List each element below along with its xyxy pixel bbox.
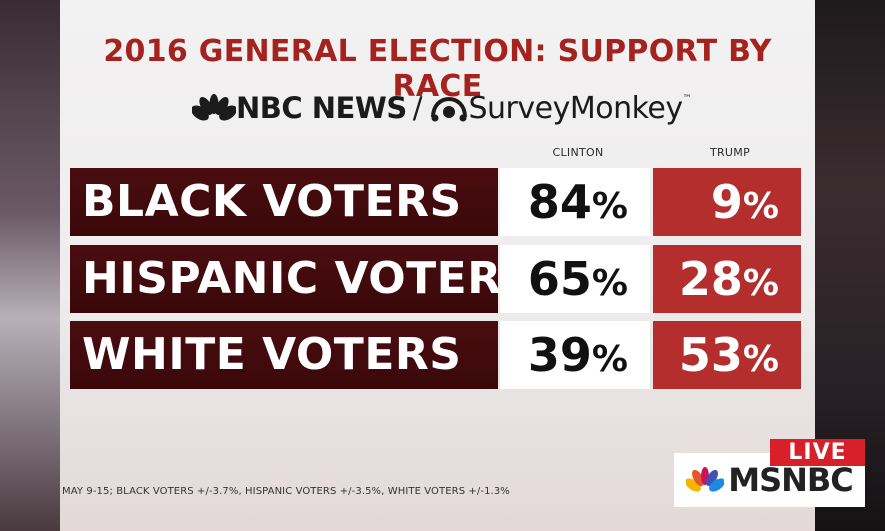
clinton-value-cell: 65%	[500, 245, 650, 313]
trump-value: 28	[678, 252, 743, 306]
clinton-value-cell: 84%	[500, 168, 650, 236]
nbc-news-logo-text: NBC NEWS	[236, 91, 407, 125]
percent-sign: %	[591, 263, 628, 304]
nbc-peacock-icon	[192, 94, 236, 121]
trump-value: 9	[710, 175, 743, 229]
percent-sign: %	[742, 186, 779, 227]
row-label: HISPANIC VOTERS	[70, 245, 533, 313]
trump-value-cell: 9%	[653, 168, 801, 236]
column-header-clinton: CLINTON	[552, 146, 604, 159]
chart-title: 2016 GENERAL ELECTION: SUPPORT BY RACE	[103, 34, 772, 104]
percent-sign: %	[742, 339, 779, 380]
percent-sign: %	[742, 263, 779, 304]
clinton-value: 39	[527, 328, 592, 382]
row-label: WHITE VOTERS	[70, 321, 498, 389]
clinton-value: 84	[527, 175, 592, 229]
live-badge: LIVE	[770, 439, 865, 466]
msnbc-logo-text: MSNBC	[728, 461, 854, 499]
trump-value-cell: 28%	[653, 245, 801, 313]
surveymonkey-logo-text: SurveyMonkey	[468, 90, 684, 126]
studio-background-left	[0, 0, 60, 531]
clinton-value: 65	[527, 252, 592, 306]
trademark-mark: ™	[682, 94, 692, 104]
trump-value-cell: 53%	[653, 321, 801, 389]
percent-sign: %	[591, 339, 628, 380]
brand-separator: /	[412, 91, 423, 125]
surveymonkey-icon	[430, 96, 467, 122]
trump-value: 53	[678, 328, 743, 382]
row-label: BLACK VOTERS	[70, 168, 498, 236]
msnbc-peacock-icon	[686, 467, 725, 492]
brand-line: NBC NEWS / SurveyMonkey ™	[192, 88, 692, 128]
clinton-value-cell: 39%	[500, 321, 650, 389]
column-header-trump: TRUMP	[709, 146, 751, 159]
margin-of-error-footnote: MAY 9-15; BLACK VOTERS +/-3.7%, HISPANIC…	[62, 486, 510, 497]
percent-sign: %	[591, 186, 628, 227]
